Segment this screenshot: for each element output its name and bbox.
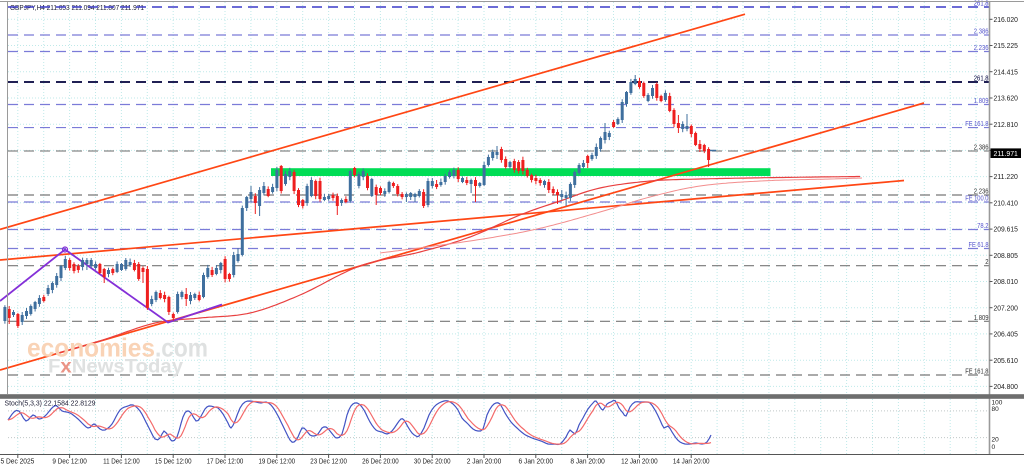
svg-text:12 Jan 20:00: 12 Jan 20:00 (621, 457, 658, 466)
svg-text:0: 0 (992, 444, 996, 451)
svg-text:2.386: 2.386 (974, 145, 989, 152)
svg-text:208.010: 208.010 (994, 279, 1018, 286)
svg-text:FE 100.0: FE 100.0 (965, 196, 988, 203)
svg-text:.com: .com (155, 333, 208, 363)
svg-text:9 Dec 12:00: 9 Dec 12:00 (52, 457, 87, 466)
svg-text:15 Dec 12:00: 15 Dec 12:00 (155, 457, 192, 466)
svg-text:6 Jan 20:00: 6 Jan 20:00 (519, 457, 554, 466)
svg-text:213.620: 213.620 (994, 96, 1018, 103)
svg-text:206.405: 206.405 (994, 332, 1018, 339)
svg-text:FE 61.8: FE 61.8 (969, 242, 989, 249)
svg-text:205.610: 205.610 (994, 358, 1018, 365)
svg-text:14 Jan 20:00: 14 Jan 20:00 (673, 457, 710, 466)
svg-text:211.220: 211.220 (994, 174, 1018, 181)
svg-text:210.410: 210.410 (994, 200, 1018, 207)
svg-text:2.236: 2.236 (974, 189, 989, 196)
svg-text:207.200: 207.200 (994, 305, 1018, 312)
svg-text:2.386: 2.386 (974, 29, 989, 36)
svg-text:23 Dec 12:00: 23 Dec 12:00 (310, 457, 347, 466)
svg-text:215.225: 215.225 (994, 43, 1018, 50)
svg-text:80: 80 (992, 406, 1000, 413)
svg-text:FE 161.8: FE 161.8 (965, 369, 988, 376)
svg-text:26 Dec 20:00: 26 Dec 20:00 (362, 457, 399, 466)
svg-text:17 Dec 12:00: 17 Dec 12:00 (207, 457, 244, 466)
svg-text:5 Dec 2025: 5 Dec 2025 (1, 457, 35, 466)
svg-text:FxNewsToday: FxNewsToday (48, 356, 183, 378)
svg-text:212.810: 212.810 (994, 122, 1018, 129)
svg-text:19 Dec 12:00: 19 Dec 12:00 (259, 457, 296, 466)
svg-text:216.020: 216.020 (994, 17, 1018, 24)
svg-text:211.971: 211.971 (994, 151, 1018, 158)
svg-text:204.800: 204.800 (994, 384, 1018, 391)
svg-text:2: 2 (985, 259, 988, 266)
svg-text:11 Dec 12:00: 11 Dec 12:00 (103, 457, 140, 466)
svg-text:economies: economies (27, 333, 155, 363)
svg-text:1.809: 1.809 (974, 315, 989, 322)
svg-text:2.236: 2.236 (974, 45, 989, 52)
svg-text:261.8: 261.8 (974, 1, 989, 8)
svg-text:Stoch(5,3,3) 22.1584 22.8129: Stoch(5,3,3) 22.1584 22.8129 (5, 399, 96, 408)
svg-text:20: 20 (992, 436, 1000, 443)
svg-text:FE 161.8: FE 161.8 (965, 121, 988, 128)
svg-text:209.615: 209.615 (994, 227, 1018, 234)
svg-text:30 Dec 20:00: 30 Dec 20:00 (414, 457, 451, 466)
svg-text:214.415: 214.415 (994, 69, 1018, 76)
svg-text:100: 100 (992, 399, 1003, 406)
svg-text:208.805: 208.805 (994, 253, 1018, 260)
svg-text:261.8: 261.8 (974, 76, 989, 83)
svg-text:78.2: 78.2 (977, 223, 988, 230)
svg-text:2 Jan 20:00: 2 Jan 20:00 (467, 457, 502, 466)
svg-text:1.809: 1.809 (974, 98, 989, 105)
svg-text:8 Jan 20:00: 8 Jan 20:00 (570, 457, 605, 466)
